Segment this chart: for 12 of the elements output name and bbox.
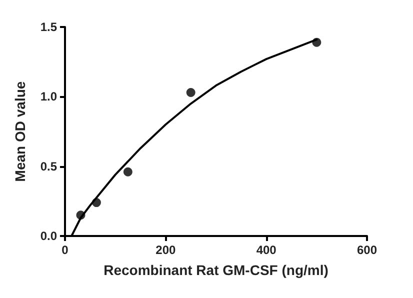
y-tick-label: 1.5 — [40, 20, 58, 34]
point — [186, 88, 196, 97]
point — [123, 167, 132, 176]
x-tick-label: 0 — [62, 243, 69, 257]
x-tick-label: 400 — [256, 243, 277, 257]
y-tick-label: 0.0 — [40, 229, 58, 243]
x-axis-title: Recombinant Rat GM-CSF (ng/ml) — [104, 262, 328, 278]
x-tick-label: 200 — [156, 243, 176, 257]
y-tick-label: 1.0 — [40, 90, 58, 104]
x-tick-label: 600 — [356, 243, 378, 257]
y-tick-label: 0.5 — [40, 159, 58, 174]
y-axis-title: Mean OD value — [12, 81, 28, 182]
